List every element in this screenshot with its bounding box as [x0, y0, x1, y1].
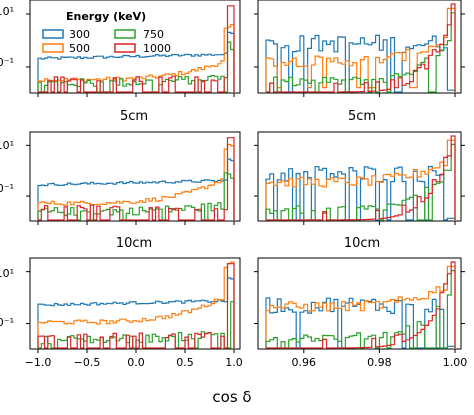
- legend-label-300: 300: [69, 28, 90, 41]
- panel-r1-c1: [26, 0, 241, 97]
- panel-r3-c1-xtick-label-2: 0.0: [127, 356, 145, 369]
- legend-title: Energy (keV): [66, 10, 146, 23]
- panel-r3-c2-frame: [257, 257, 462, 350]
- panel-r3-c1-xtick-label-4: 1.0: [225, 356, 243, 369]
- ytick-row3-lower: 10⁻¹: [0, 316, 14, 329]
- panel-r3-c2: 0.96 0.98 1.00: [254, 257, 468, 369]
- panel-r3-c2-series-500: [265, 265, 456, 348]
- row-2-title-left: 5cm: [120, 109, 148, 124]
- panel-r3-c1-xtick-label-1: −0.5: [74, 356, 101, 369]
- panel-r1-c2-frame: [257, 0, 462, 94]
- panel-r2-c1-frame: [29, 131, 241, 222]
- panel-r1-c2-series-750: [266, 12, 456, 93]
- panel-r1-c1-series-750: [37, 41, 235, 93]
- panel-r3-c2-series-750: [265, 270, 456, 349]
- panels: −1.0 −0.5 0.0 0.5 1.0 0.96 0.98 1.00: [25, 0, 468, 369]
- panel-r3-c1-series-500: [37, 261, 235, 348]
- panel-r1-c2-series-300: [265, 34, 456, 93]
- panel-r1-c2-series-500: [265, 7, 456, 92]
- panel-r1-c2: [254, 0, 465, 97]
- row-2-title-right: 5cm: [348, 109, 376, 124]
- panel-r2-c1-series-1000: [38, 137, 235, 221]
- panel-r2-c1-series-750: [37, 172, 235, 221]
- legend-swatch-1000: [114, 43, 136, 53]
- ytick-row1-upper: 10¹: [0, 5, 14, 18]
- panel-r1-c1-series-300: [37, 31, 235, 92]
- ytick-row2-lower: 10⁻¹: [0, 182, 14, 195]
- panel-r3-c1: −1.0 −0.5 0.0 0.5 1.0: [25, 257, 243, 369]
- panel-r3-c2-xtick-label-2: 1.00: [443, 356, 468, 369]
- panel-r1-c1-frame: [29, 0, 241, 94]
- panel-r3-c1-frame: [29, 257, 241, 350]
- ytick-row3-upper: 10¹: [0, 267, 14, 280]
- legend-swatch-750: [114, 29, 136, 39]
- panel-r1-c2-series-1000: [266, 3, 456, 93]
- panel-r3-c1-series-1000: [37, 263, 235, 349]
- panel-r2-c1-series-300: [37, 158, 235, 220]
- panel-r2-c1: [26, 131, 241, 225]
- panel-r2-c2: [254, 131, 465, 225]
- panel-r3-c2-xtick-label-1: 0.98: [367, 356, 392, 369]
- panel-r3-c1-xtick-label-3: 0.5: [176, 356, 194, 369]
- panel-r3-c1-series-300: [37, 277, 235, 348]
- legend-label-750: 750: [143, 28, 164, 41]
- panel-r3-c1-xtick-label-0: −1.0: [25, 356, 52, 369]
- row-3-title-left: 10cm: [116, 236, 152, 251]
- legend-label-1000: 1000: [143, 42, 171, 55]
- panel-r2-c2-frame: [257, 131, 462, 222]
- ytick-row1-lower: 10⁻¹: [0, 56, 14, 69]
- panel-r1-c1-series-1000: [38, 5, 235, 93]
- panel-r2-c2-series-750: [265, 143, 456, 221]
- ytick-row2-upper: 10¹: [0, 139, 14, 152]
- row-3-title-right: 10cm: [344, 236, 380, 251]
- legend-swatch-500: [42, 43, 64, 53]
- panel-r3-c2-xtick-label-0: 0.96: [292, 356, 317, 369]
- legend-label-500: 500: [69, 42, 90, 55]
- panel-r3-c2-series-1000: [266, 261, 456, 349]
- panel-r2-c2-series-500: [265, 139, 456, 220]
- legend-swatch-300: [42, 29, 64, 39]
- legend: Energy (keV) 300 750 500 1000: [42, 10, 171, 55]
- panel-r2-c1-series-500: [37, 143, 235, 220]
- panel-r2-c2-series-1000: [266, 135, 456, 221]
- x-axis-title: cos δ: [212, 388, 251, 406]
